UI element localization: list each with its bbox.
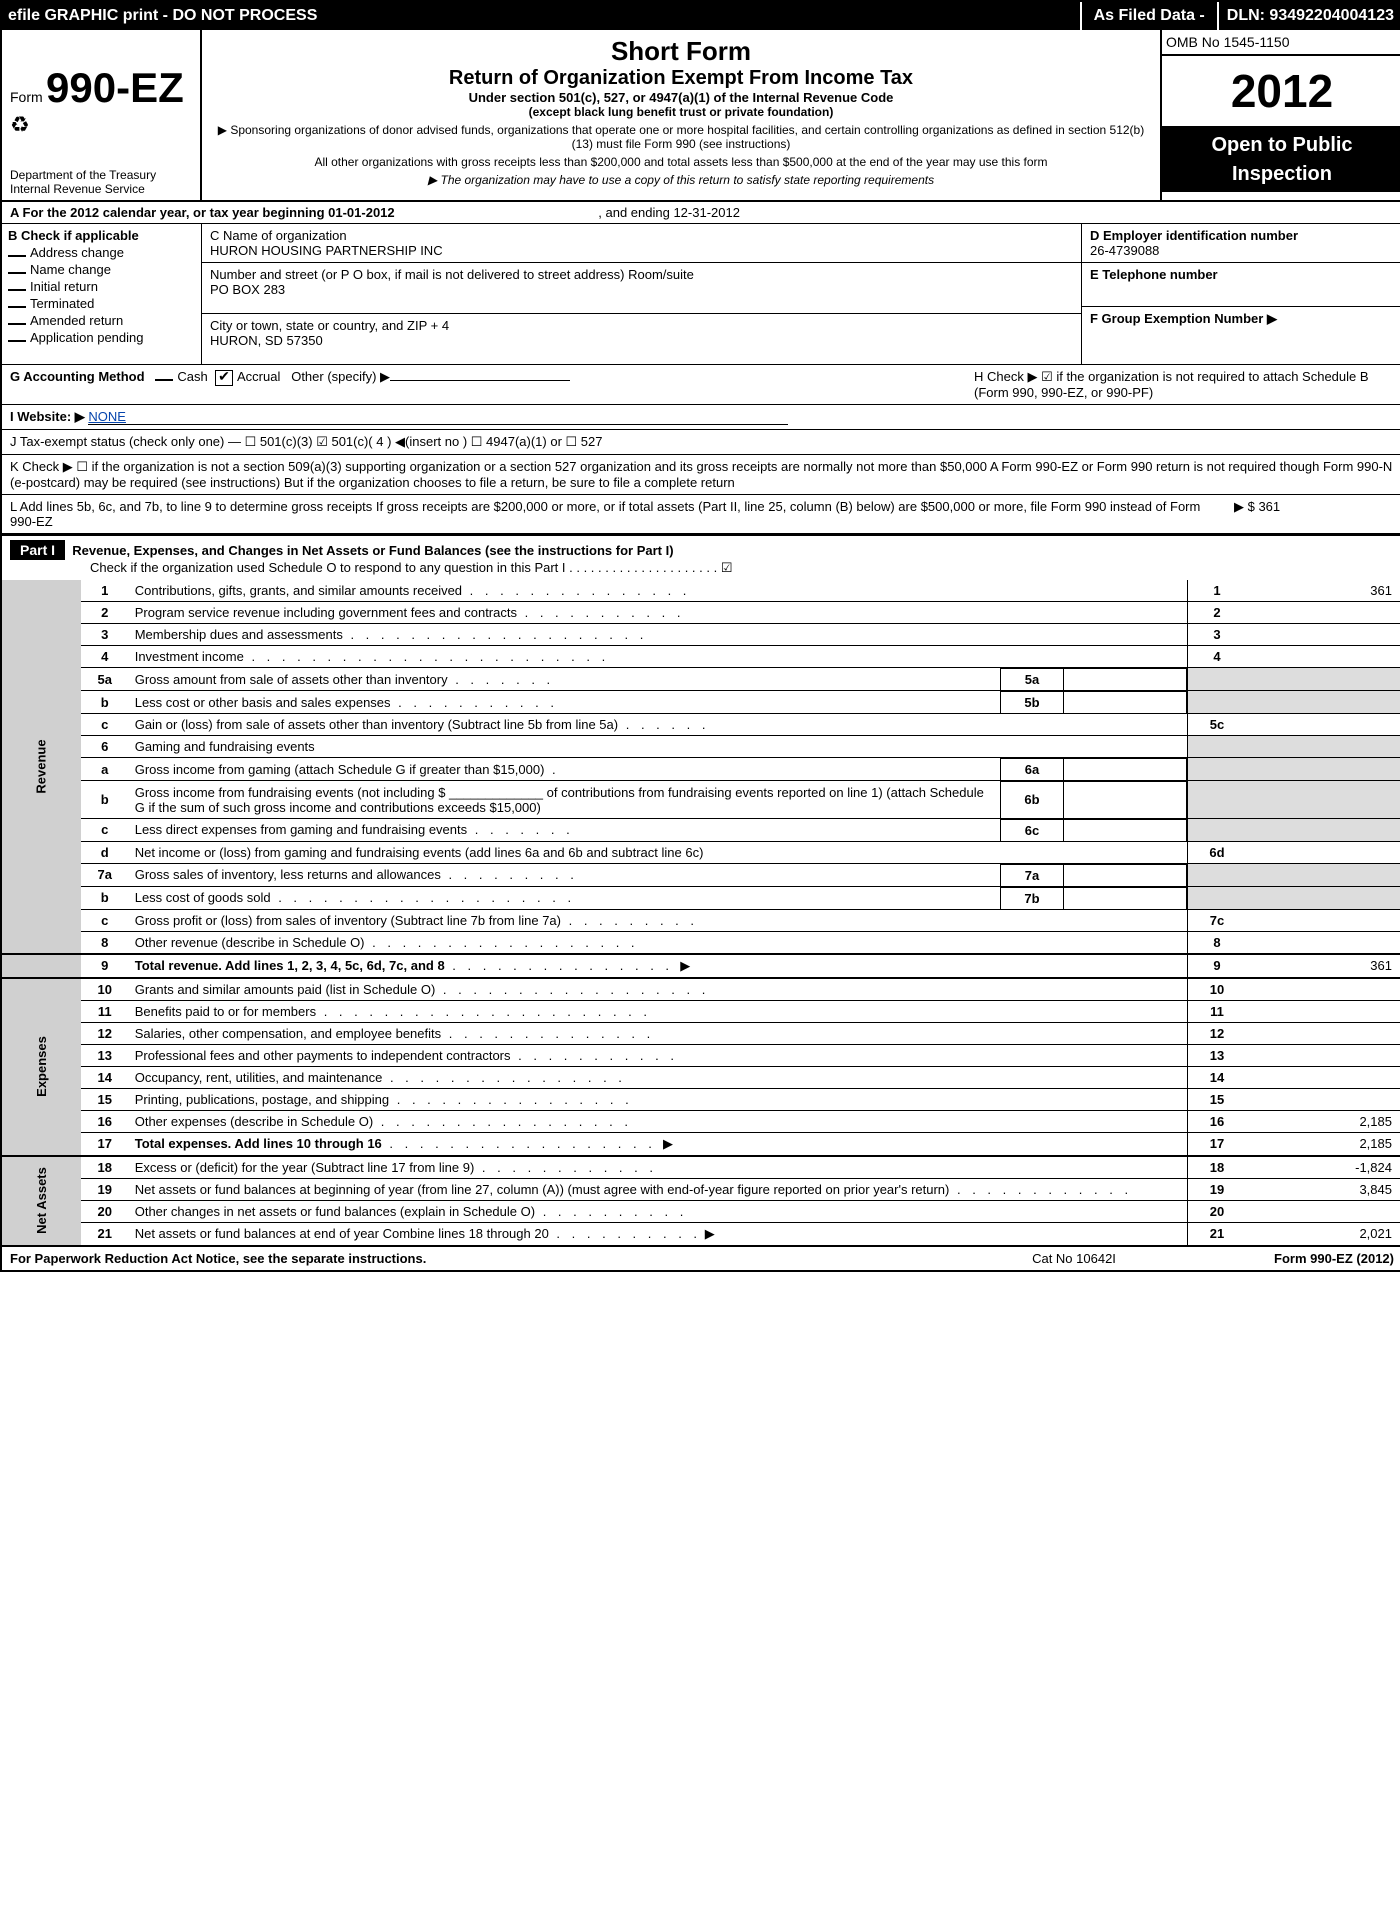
lbl-name: Name change [30, 262, 111, 277]
row-l: L Add lines 5b, 6c, and 7b, to line 9 to… [2, 495, 1400, 534]
i-label: I Website: ▶ [10, 409, 85, 424]
d-label: D Employer identification number [1090, 228, 1298, 243]
title-under: Under section 501(c), 527, or 4947(a)(1)… [210, 90, 1152, 105]
efile-label: efile GRAPHIC print - DO NOT PROCESS [2, 7, 1080, 25]
chk-address[interactable] [8, 255, 26, 257]
open-public-2: Inspection [1162, 163, 1400, 192]
row-a-end: , and ending 12-31-2012 [598, 205, 740, 220]
c-addr-label: Number and street (or P O box, if mail i… [210, 267, 1073, 282]
chk-initial[interactable] [8, 289, 26, 291]
c-name-label: C Name of organization [210, 228, 1073, 243]
lbl-terminated: Terminated [30, 296, 94, 311]
dept-treasury: Department of the Treasury [10, 168, 192, 182]
part-1-sub: Check if the organization used Schedule … [90, 560, 732, 575]
c-city: HURON, SD 57350 [210, 333, 1073, 348]
title-except: (except black lung benefit trust or priv… [210, 105, 1152, 119]
l1-d: Contributions, gifts, grants, and simila… [135, 583, 462, 598]
footer-left: For Paperwork Reduction Act Notice, see … [10, 1251, 974, 1266]
footer-right: Form 990-EZ (2012) [1174, 1251, 1394, 1266]
chk-accrual[interactable]: ✔ [215, 370, 233, 386]
c-org-name: HURON HOUSING PARTNERSHIP INC [210, 243, 1073, 258]
box-b: B Check if applicable Address change Nam… [2, 224, 202, 364]
box-b-heading: B Check if applicable [8, 228, 139, 243]
side-revenue: Revenue [2, 580, 81, 954]
box-d: D Employer identification number 26-4739… [1082, 224, 1400, 364]
header-grid: Form 990-EZ ♻ Department of the Treasury… [2, 30, 1400, 202]
row-g-h: G Accounting Method Cash ✔ Accrual Other … [2, 365, 1400, 405]
i-value[interactable]: NONE [88, 409, 788, 425]
chk-terminated[interactable] [8, 306, 26, 308]
open-public-1: Open to Public [1162, 128, 1400, 163]
row-l-amount: ▶ $ 361 [1214, 499, 1394, 529]
instr-3: ▶ The organization may have to use a cop… [210, 173, 1152, 187]
form-prefix: Form [10, 89, 43, 105]
row-j: J Tax-exempt status (check only one) — ☐… [2, 430, 1400, 455]
part-1-header: Part I Revenue, Expenses, and Changes in… [2, 534, 1400, 580]
e-label: E Telephone number [1090, 267, 1218, 282]
dept-irs: Internal Revenue Service [10, 182, 192, 196]
omb-number: OMB No 1545-1150 [1162, 30, 1400, 56]
side-expenses: Expenses [2, 978, 81, 1156]
lbl-other: Other (specify) ▶ [291, 369, 390, 384]
box-c: C Name of organization HURON HOUSING PAR… [202, 224, 1082, 364]
c-city-label: City or town, state or country, and ZIP … [210, 318, 1073, 333]
tax-year: 2012 [1162, 56, 1400, 128]
lines-table: Revenue 1 Contributions, gifts, grants, … [2, 580, 1400, 1245]
row-g: G Accounting Method Cash ✔ Accrual Other … [10, 369, 570, 400]
row-h: H Check ▶ ☑ if the organization is not r… [974, 369, 1394, 400]
side-netassets: Net Assets [2, 1156, 81, 1245]
part-1-title: Revenue, Expenses, and Changes in Net As… [72, 543, 673, 558]
part-1-label: Part I [10, 540, 65, 560]
l1-rn: 1 [1188, 580, 1247, 602]
chk-cash[interactable] [155, 379, 173, 381]
section-bcd: B Check if applicable Address change Nam… [2, 224, 1400, 365]
f-label: F Group Exemption Number ▶ [1090, 311, 1277, 326]
form-page: efile GRAPHIC print - DO NOT PROCESS As … [0, 0, 1400, 1272]
top-bar: efile GRAPHIC print - DO NOT PROCESS As … [2, 2, 1400, 30]
header-right: OMB No 1545-1150 2012 Open to Public Ins… [1162, 30, 1400, 200]
lbl-initial: Initial return [30, 279, 98, 294]
chk-name[interactable] [8, 272, 26, 274]
lbl-amended: Amended return [30, 313, 123, 328]
lbl-accrual: Accrual [237, 369, 280, 384]
footer-mid: Cat No 10642I [974, 1251, 1174, 1266]
lbl-cash: Cash [177, 369, 207, 384]
row-k: K Check ▶ ☐ if the organization is not a… [2, 455, 1400, 495]
lbl-address: Address change [30, 245, 124, 260]
as-filed-label: As Filed Data - [1080, 2, 1219, 30]
row-l-text: L Add lines 5b, 6c, and 7b, to line 9 to… [10, 499, 1214, 529]
title-short: Short Form [210, 36, 1152, 67]
title-main: Return of Organization Exempt From Incom… [210, 67, 1152, 90]
lbl-pending: Application pending [30, 330, 143, 345]
row-a-text: A For the 2012 calendar year, or tax yea… [10, 205, 395, 220]
chk-amended[interactable] [8, 323, 26, 325]
l1-v: 361 [1246, 580, 1400, 602]
header-center: Short Form Return of Organization Exempt… [202, 30, 1162, 200]
instr-1: ▶ Sponsoring organizations of donor advi… [210, 123, 1152, 151]
dln-label: DLN: 93492204004123 [1219, 7, 1400, 25]
form-number: 990-EZ [46, 64, 184, 111]
chk-pending[interactable] [8, 340, 26, 342]
l1-n: 1 [81, 580, 129, 602]
recycle-icon: ♻ [10, 112, 192, 138]
c-addr: PO BOX 283 [210, 282, 1073, 297]
row-a: A For the 2012 calendar year, or tax yea… [2, 202, 1400, 224]
header-left: Form 990-EZ ♻ Department of the Treasury… [2, 30, 202, 200]
d-ein: 26-4739088 [1090, 243, 1394, 258]
instr-2: All other organizations with gross recei… [210, 155, 1152, 169]
row-i: I Website: ▶ NONE [2, 405, 1400, 430]
g-label: G Accounting Method [10, 369, 145, 384]
footer: For Paperwork Reduction Act Notice, see … [2, 1245, 1400, 1270]
